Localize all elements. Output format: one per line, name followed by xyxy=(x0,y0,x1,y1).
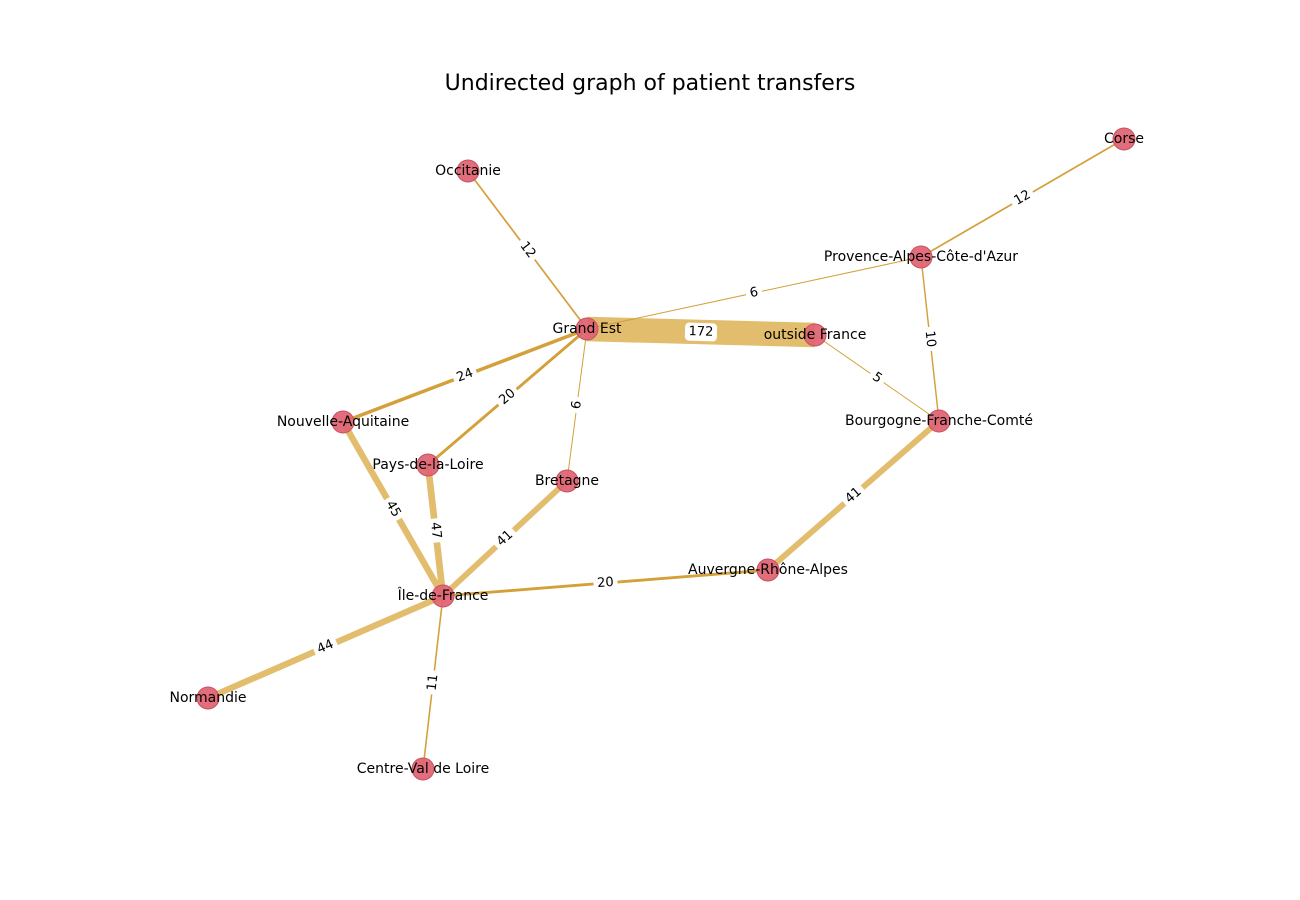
node-bretagne xyxy=(555,469,579,493)
edge-label-background xyxy=(491,525,519,552)
edge-label-grand-est-outside-france: 172 xyxy=(684,322,718,342)
edge-weight-label: 6 xyxy=(748,285,759,301)
edge-label-background xyxy=(593,573,618,593)
edge-label-background xyxy=(514,236,541,264)
node-label-auvergne: Auvergne-Rhône-Alpes xyxy=(688,562,848,578)
edge-weight-label: 11 xyxy=(425,673,442,691)
edge-weight-label: 47 xyxy=(427,521,444,539)
node-label-nouvelle-aquitaine: Nouvelle-Aquitaine xyxy=(277,414,409,430)
edge-label-background xyxy=(920,326,940,352)
edge-label-background xyxy=(312,635,339,659)
edge-label-ile-de-france-centre-val-de-loire: 11 xyxy=(423,669,443,696)
node-label-outside-france: outside France xyxy=(764,327,867,343)
edge-labels-layer: 172 45 47 41 41 44 24 20 20 12 12 11 10 6 6 5 xyxy=(312,185,1036,696)
node-labels-layer: Corse Occitanie Provence-Alpes-Côte-d'Azur… xyxy=(169,131,1144,777)
edge-label-bourgogne-auvergne: 41 xyxy=(840,482,867,509)
edge-label-corse-paca: 12 xyxy=(1009,185,1036,211)
node-label-paca: Provence-Alpes-Côte-d'Azur xyxy=(824,249,1018,265)
edge-label-bretagne-ile-de-france: 41 xyxy=(491,525,519,552)
node-label-normandie: Normandie xyxy=(169,690,246,706)
edge-label-background xyxy=(425,517,446,544)
edge-label-background xyxy=(684,322,718,342)
edge-label-background xyxy=(494,384,521,410)
node-centre-val-de-loire xyxy=(411,757,435,781)
edge-label-occitanie-grand-est: 12 xyxy=(514,236,541,264)
edge-weight-label: 20 xyxy=(597,575,615,591)
edge-weight-label: 44 xyxy=(315,637,336,657)
edge-label-pays-de-la-loire-ile-de-france: 47 xyxy=(425,517,446,544)
edge-label-ile-de-france-normandie: 44 xyxy=(312,635,339,659)
node-ile-de-france xyxy=(431,584,455,608)
edge-weight-label: 6 xyxy=(569,400,585,410)
edge-weight-label: 12 xyxy=(1012,187,1034,208)
node-label-occitanie: Occitanie xyxy=(435,163,501,179)
edge-label-nouvelle-aquitaine-ile-de-france: 45 xyxy=(380,495,406,523)
node-auvergne xyxy=(756,558,780,582)
node-pays-de-la-loire xyxy=(416,453,440,477)
node-label-corse: Corse xyxy=(1104,131,1144,147)
node-label-bretagne: Bretagne xyxy=(535,473,599,489)
edges-layer xyxy=(206,138,1125,770)
edge-label-background xyxy=(451,363,479,388)
edge-label-grand-est-nouvelle-aquitaine: 24 xyxy=(451,363,479,388)
edge-weight-label: 10 xyxy=(922,330,939,348)
edge-label-outside-france-bourgogne: 5 xyxy=(866,367,888,389)
edge-weight-label: 24 xyxy=(455,366,476,386)
node-label-pays-de-la-loire: Pays-de-la-Loire xyxy=(372,457,483,473)
node-corse xyxy=(1112,127,1136,151)
edge-weight-label: 172 xyxy=(688,324,713,340)
edge-label-background xyxy=(423,669,443,696)
node-bourgogne xyxy=(927,409,951,433)
edge-label-background xyxy=(840,482,867,509)
node-normandie xyxy=(196,686,220,710)
edge-label-grand-est-bretagne: 6 xyxy=(567,396,587,414)
edge-label-background xyxy=(1009,185,1036,211)
node-nouvelle-aquitaine xyxy=(331,410,355,434)
node-grand-est xyxy=(575,317,599,341)
edge-label-grand-est-paca: 6 xyxy=(745,283,763,303)
edge-label-ile-de-france-auvergne: 20 xyxy=(593,573,618,593)
edge-weight-label: 45 xyxy=(382,498,403,520)
edge-label-background xyxy=(567,396,587,414)
node-occitanie xyxy=(456,159,480,183)
node-label-bourgogne: Bourgogne-Franche-Comté xyxy=(845,413,1033,429)
nodes-layer xyxy=(196,127,1136,781)
node-outside-france xyxy=(803,323,827,347)
node-label-ile-de-france: Île-de-France xyxy=(397,586,489,604)
edge-label-grand-est-pays-de-la-loire: 20 xyxy=(494,384,521,410)
node-label-grand-est: Grand Est xyxy=(552,321,622,337)
edge-label-background xyxy=(866,367,888,389)
graph-title: Undirected graph of patient transfers xyxy=(445,71,856,96)
edge-label-background xyxy=(745,283,763,303)
edge-label-background xyxy=(380,495,406,523)
edge-label-paca-bourgogne: 10 xyxy=(920,326,940,352)
node-label-centre-val-de-loire: Centre-Val de Loire xyxy=(357,761,489,777)
node-paca xyxy=(909,245,933,269)
